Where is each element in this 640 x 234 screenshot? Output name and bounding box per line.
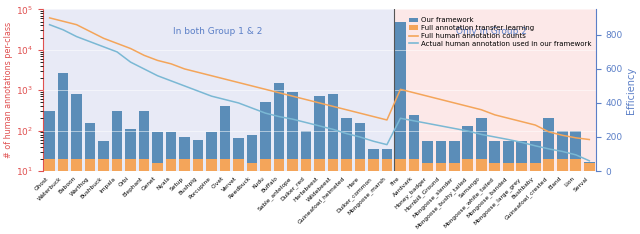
Bar — [43, 9, 394, 171]
Bar — [273, 83, 284, 234]
Bar — [152, 132, 163, 234]
Bar — [260, 102, 271, 234]
Bar — [422, 141, 433, 234]
Bar — [557, 159, 568, 234]
Bar — [179, 159, 190, 234]
Legend: Our framework, Full annotation transfer learning, Full human annotation counts, : Our framework, Full annotation transfer … — [408, 16, 593, 48]
Bar — [314, 159, 325, 234]
Bar — [530, 163, 541, 234]
Bar — [166, 159, 177, 234]
Bar — [381, 149, 392, 234]
Y-axis label: Efficiency: Efficiency — [626, 67, 636, 114]
Bar — [530, 141, 541, 234]
Bar — [125, 159, 136, 234]
Bar — [206, 132, 217, 234]
Bar — [98, 159, 109, 234]
Bar — [394, 9, 596, 171]
Bar — [139, 111, 150, 234]
Bar — [246, 163, 257, 234]
Bar — [328, 159, 339, 234]
Bar — [449, 141, 460, 234]
Bar — [179, 137, 190, 234]
Bar — [328, 94, 339, 234]
Bar — [84, 124, 95, 234]
Bar — [503, 141, 514, 234]
Bar — [166, 132, 177, 234]
Bar — [395, 159, 406, 234]
Bar — [71, 159, 82, 234]
Bar — [260, 159, 271, 234]
Bar — [220, 106, 230, 234]
Bar — [98, 141, 109, 234]
Bar — [408, 159, 419, 234]
Bar — [490, 163, 500, 234]
Bar — [58, 73, 68, 234]
Bar — [233, 138, 244, 234]
Bar — [44, 111, 55, 234]
Bar — [301, 159, 312, 234]
Bar — [516, 163, 527, 234]
Bar — [463, 159, 474, 234]
Bar — [476, 159, 487, 234]
Bar — [395, 22, 406, 234]
Bar — [584, 163, 595, 234]
Bar — [368, 159, 379, 234]
Bar — [435, 163, 446, 234]
Bar — [314, 96, 325, 234]
Bar — [368, 149, 379, 234]
Bar — [435, 141, 446, 234]
Bar — [463, 126, 474, 234]
Bar — [557, 131, 568, 234]
Bar — [584, 162, 595, 234]
Bar — [193, 139, 204, 234]
Bar — [44, 159, 55, 234]
Text: In both Group 1 & 2: In both Group 1 & 2 — [173, 27, 262, 36]
Bar — [152, 163, 163, 234]
Bar — [301, 131, 312, 234]
Bar — [381, 159, 392, 234]
Bar — [543, 118, 554, 234]
Bar — [503, 163, 514, 234]
Bar — [58, 159, 68, 234]
Bar — [355, 124, 365, 234]
Y-axis label: # of human annotations per-class: # of human annotations per-class — [4, 22, 13, 158]
Bar — [422, 163, 433, 234]
Bar — [84, 159, 95, 234]
Bar — [246, 135, 257, 234]
Text: Only in Group 2: Only in Group 2 — [456, 27, 527, 36]
Bar — [341, 159, 352, 234]
Bar — [220, 159, 230, 234]
Bar — [408, 114, 419, 234]
Bar — [111, 111, 122, 234]
Bar — [287, 92, 298, 234]
Bar — [449, 163, 460, 234]
Bar — [570, 131, 581, 234]
Bar — [193, 159, 204, 234]
Bar — [476, 118, 487, 234]
Bar — [71, 94, 82, 234]
Bar — [125, 129, 136, 234]
Bar — [206, 159, 217, 234]
Bar — [490, 141, 500, 234]
Bar — [516, 141, 527, 234]
Bar — [287, 159, 298, 234]
Bar — [570, 159, 581, 234]
Bar — [543, 159, 554, 234]
Bar — [111, 159, 122, 234]
Bar — [273, 159, 284, 234]
Bar — [233, 159, 244, 234]
Bar — [355, 159, 365, 234]
Bar — [139, 159, 150, 234]
Bar — [341, 118, 352, 234]
